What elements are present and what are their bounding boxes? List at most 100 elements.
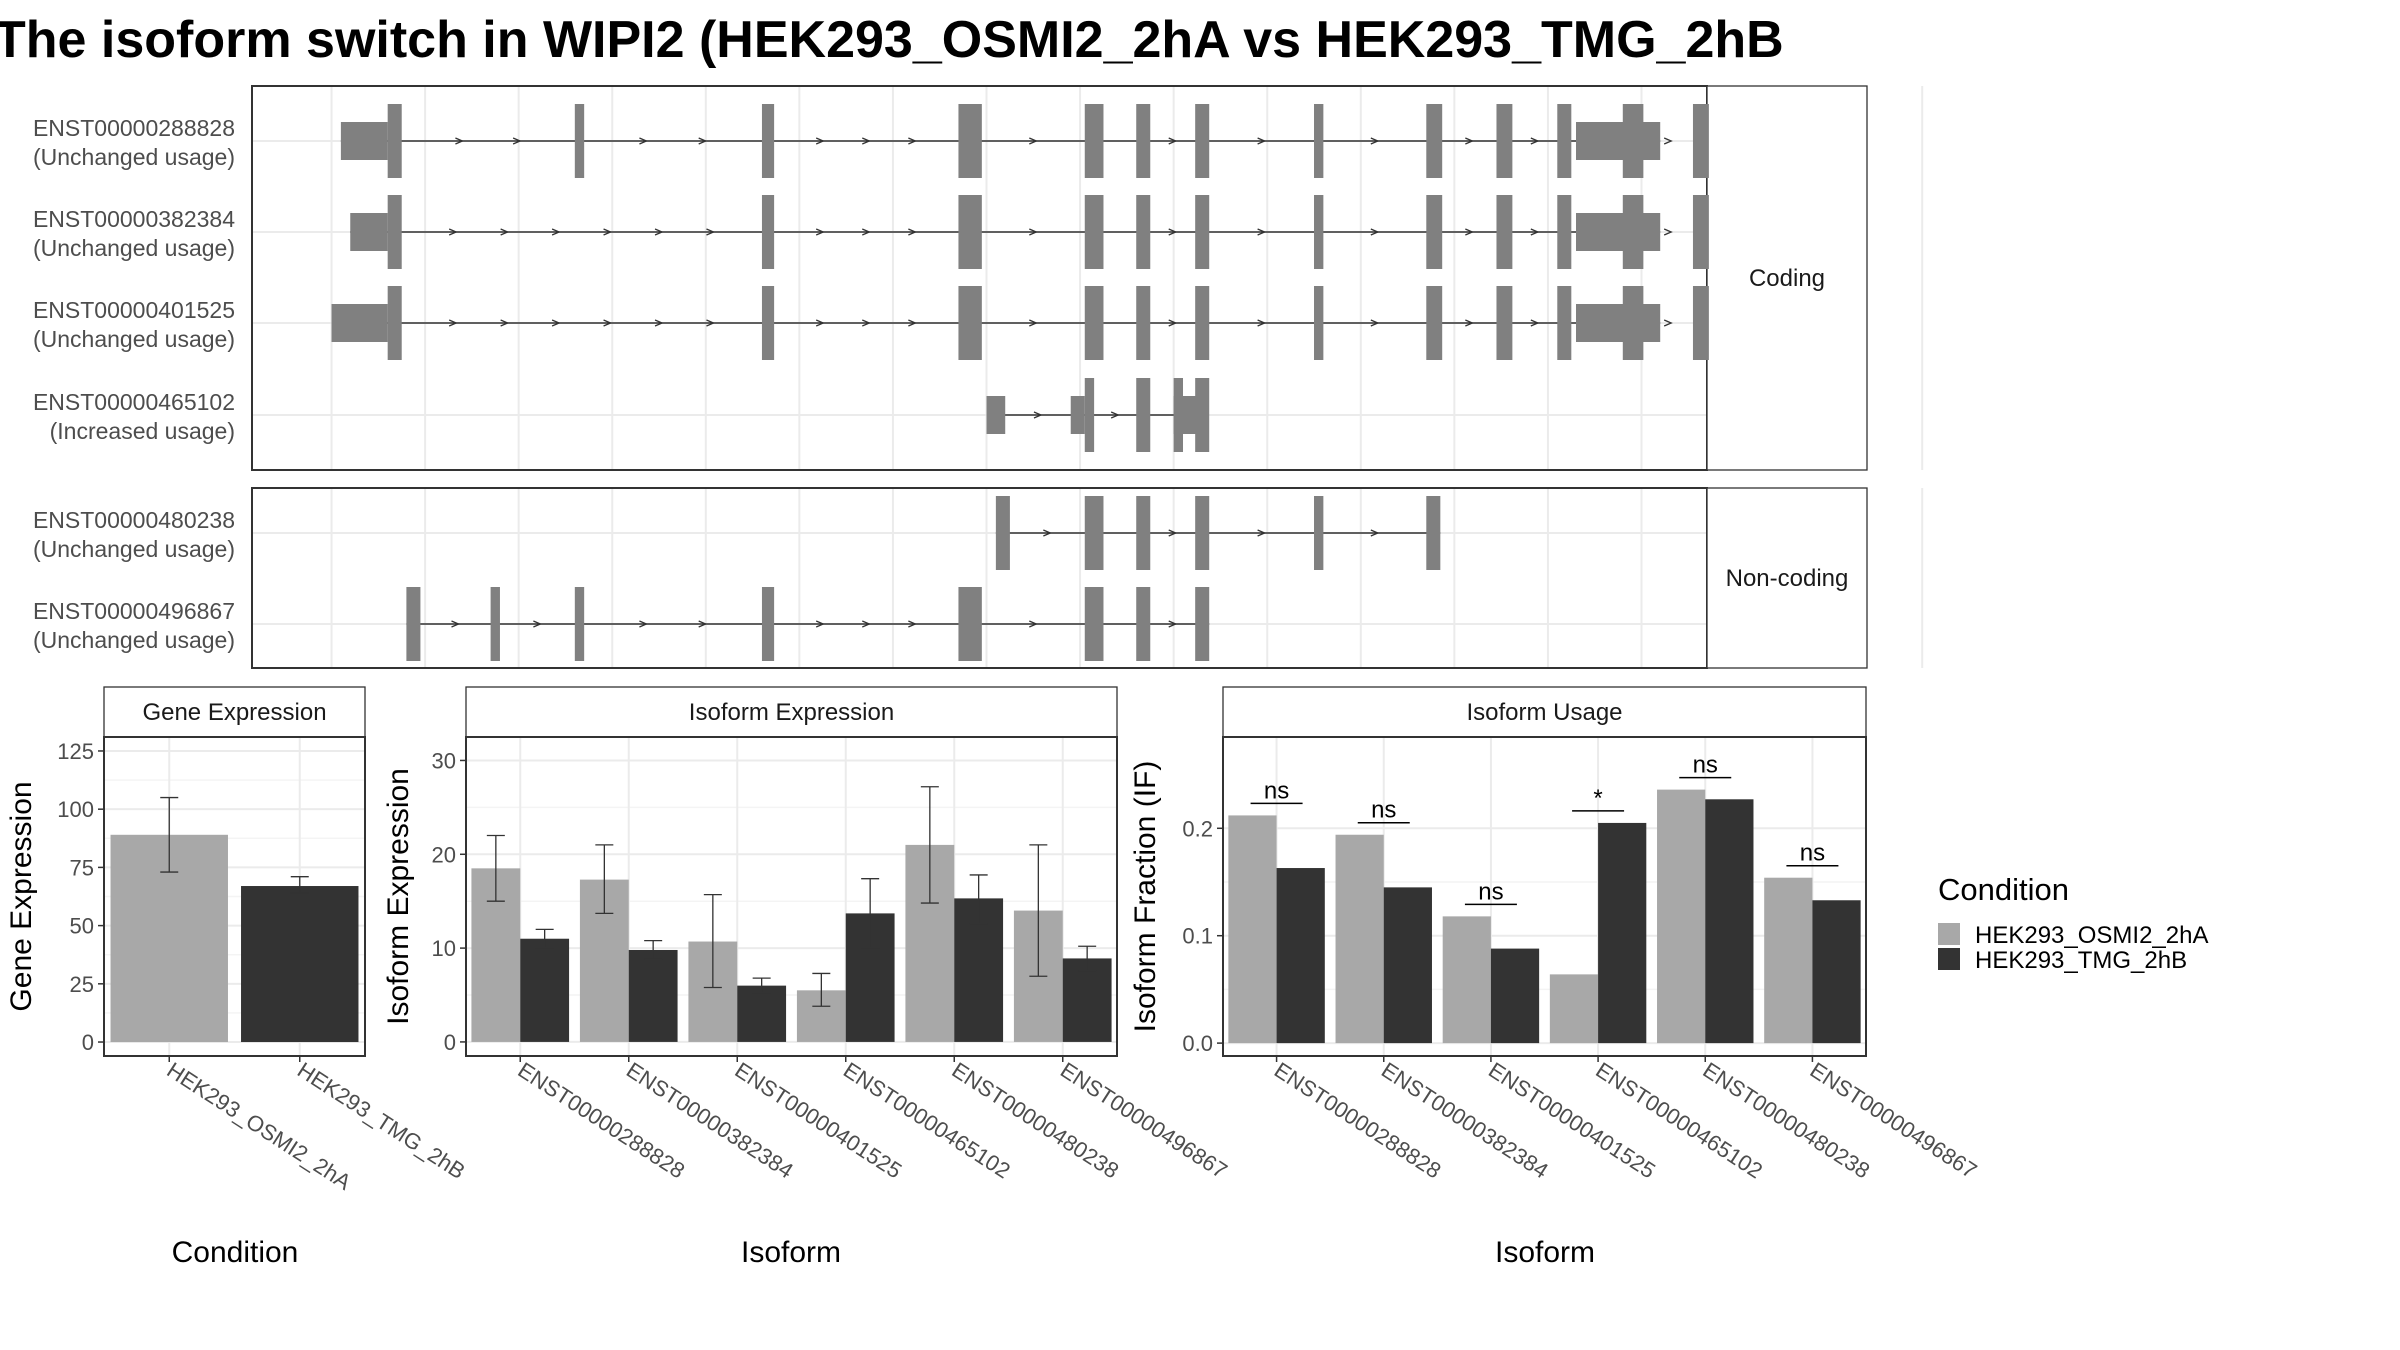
isoform-expression-panel: Isoform Expression0102030ENST00000288828… — [382, 686, 1232, 1269]
utr-block — [1576, 122, 1661, 160]
direction-arrow — [862, 620, 871, 628]
direction-arrow — [1168, 620, 1178, 628]
transcript-ENST00000480238: ENST00000480238 (Unchanged usage) — [33, 496, 1441, 570]
direction-arrow — [551, 228, 561, 236]
legend-swatch-tmg — [1938, 948, 1960, 970]
direction-arrow — [706, 319, 716, 327]
transcript-id-label: ENST00000382384 — [33, 206, 235, 232]
direction-arrow — [1029, 137, 1038, 145]
y-tick-label: 0 — [444, 1030, 456, 1055]
direction-arrow — [1370, 529, 1380, 537]
direction-arrow — [448, 319, 458, 327]
noncoding-exon — [1084, 587, 1104, 661]
direction-arrow — [1530, 228, 1540, 236]
isoform-usage-panel: Isoform Usagensnsns*nsns0.00.10.2ENST000… — [1129, 686, 1981, 1269]
panel-bg — [466, 737, 1117, 1056]
bar-osmi2 — [1228, 815, 1277, 1044]
y-tick-label: 25 — [70, 972, 94, 997]
direction-arrow — [455, 137, 465, 145]
noncoding-exon — [1136, 496, 1151, 570]
cds-exon — [761, 104, 775, 178]
direction-arrow — [603, 228, 613, 236]
cds-exon — [1692, 286, 1709, 360]
legend-label-tmg: HEK293_TMG_2hB — [1975, 947, 2187, 974]
direction-arrow — [533, 620, 543, 628]
figure-title: The isoform switch in WIPI2 (HEK293_OSMI… — [0, 11, 1784, 69]
cds-exon — [761, 195, 775, 269]
cds-exon — [1496, 195, 1513, 269]
cds-exon — [574, 104, 585, 178]
cds-exon — [1136, 104, 1151, 178]
structure-strip — [1706, 487, 1868, 669]
legend-label-osmi2: HEK293_OSMI2_2hA — [1975, 922, 2208, 949]
direction-arrow — [1663, 137, 1673, 145]
y-tick-label: 125 — [57, 739, 94, 764]
direction-arrow — [1168, 137, 1178, 145]
cds-exon — [1314, 195, 1324, 269]
structure-strip — [1706, 85, 1868, 471]
significance-label: ns — [1478, 878, 1503, 905]
direction-arrow — [908, 319, 918, 327]
bar-tmg — [1383, 887, 1432, 1044]
direction-arrow — [639, 620, 649, 628]
cds-exon — [387, 286, 402, 360]
direction-arrow — [862, 319, 871, 327]
direction-arrow — [451, 620, 461, 628]
panel-border — [465, 736, 1118, 1057]
y-tick-label: 50 — [70, 914, 94, 939]
transcript-status-label: (Unchanged usage) — [33, 326, 235, 352]
bar-osmi2 — [1764, 877, 1813, 1044]
direction-arrow — [1663, 319, 1673, 327]
direction-arrow — [815, 228, 825, 236]
direction-arrow — [706, 228, 716, 236]
noncoding-exon — [574, 587, 585, 661]
direction-arrow — [512, 137, 522, 145]
bar-tmg — [1598, 822, 1647, 1044]
bar-tmg — [1812, 900, 1861, 1044]
y-tick-label: 30 — [432, 748, 456, 773]
direction-arrow — [1257, 319, 1267, 327]
bar-tmg — [1490, 948, 1540, 1044]
legend-title: Condition — [1938, 872, 2069, 907]
noncoding-exon — [1136, 587, 1151, 661]
cds-exon — [387, 104, 402, 178]
panel-border — [1222, 736, 1867, 1057]
y-tick-label: 10 — [432, 936, 456, 961]
cds-exon — [1557, 195, 1572, 269]
bar-tmg — [1062, 958, 1112, 1042]
direction-arrow — [1370, 319, 1380, 327]
direction-arrow — [1663, 228, 1673, 236]
direction-arrow — [639, 137, 649, 145]
direction-arrow — [1257, 529, 1267, 537]
legend-swatch-osmi2 — [1938, 923, 1960, 945]
cds-exon — [1557, 286, 1572, 360]
significance-label: ns — [1371, 797, 1396, 824]
direction-arrow — [603, 319, 613, 327]
bar-tmg — [520, 938, 570, 1042]
direction-arrow — [815, 620, 825, 628]
direction-arrow — [1029, 620, 1038, 628]
y-axis-title: Gene Expression — [5, 781, 38, 1011]
cds-exon — [958, 104, 982, 178]
condition-legend: Condition HEK293_OSMI2_2hA HEK293_TMG_2h… — [1938, 872, 2208, 974]
panel-strip — [465, 686, 1118, 738]
direction-arrow — [698, 620, 708, 628]
y-tick-label: 0 — [82, 1030, 94, 1055]
cds-exon — [1314, 104, 1324, 178]
direction-arrow — [1465, 319, 1474, 327]
bar-osmi2 — [1657, 789, 1706, 1044]
bar-tmg — [1705, 799, 1754, 1044]
cds-exon — [1426, 286, 1443, 360]
panel-strip — [1222, 686, 1867, 738]
y-tick-label: 100 — [57, 797, 94, 822]
cds-exon — [958, 195, 982, 269]
cds-exon — [1173, 378, 1184, 452]
cds-exon — [1496, 104, 1513, 178]
direction-arrow — [1465, 137, 1474, 145]
cds-exon — [1622, 195, 1644, 269]
cds-exon — [1136, 286, 1151, 360]
noncoding-exon — [958, 587, 982, 661]
